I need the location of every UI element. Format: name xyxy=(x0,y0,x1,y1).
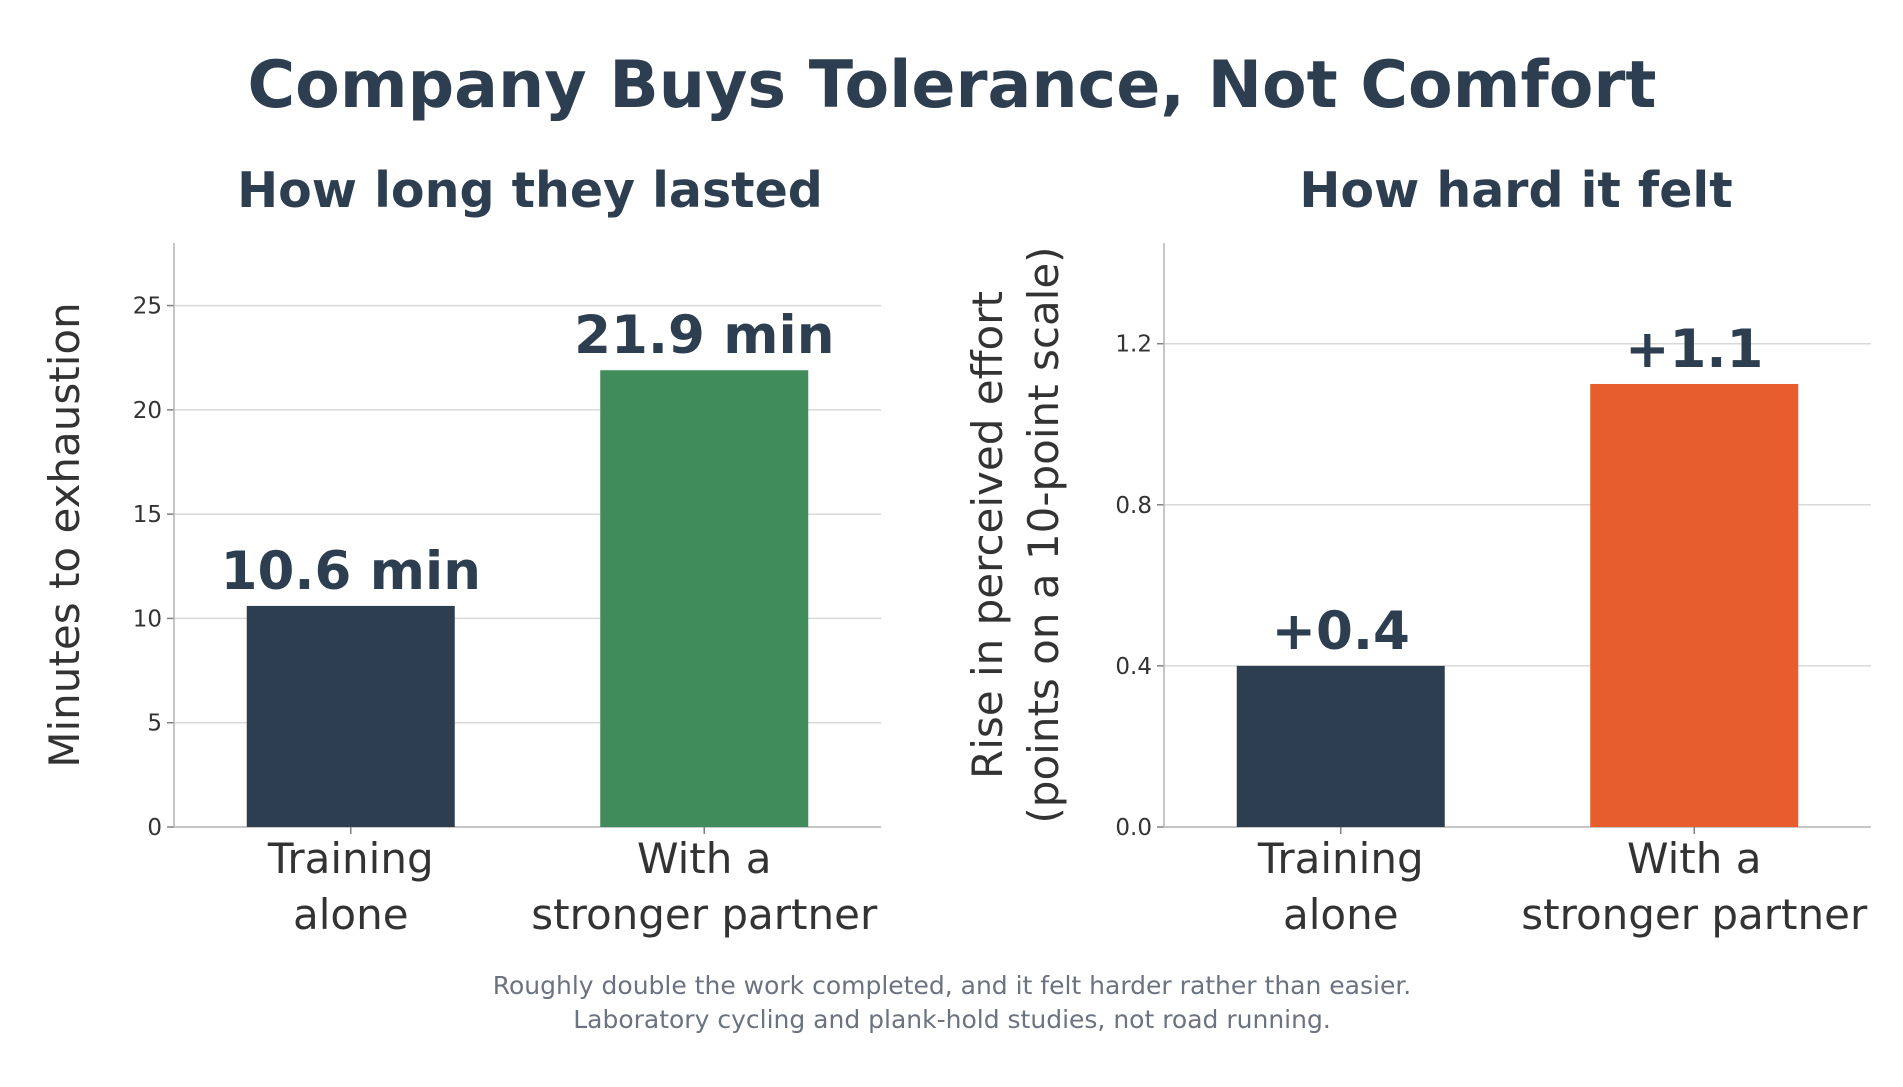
panel-effort: How hard it felt 0.0 0.4 0.8 1.2 +0.4 Training… xyxy=(963,162,1871,939)
y-tick-label: 20 xyxy=(133,398,162,424)
panels: How long they lasted 0 5 10 15 20 25 10.6 min Tr… xyxy=(40,162,1871,939)
footnote-line-1: Roughly double the work completed, and i… xyxy=(493,971,1412,1000)
x-tick-label: With a xyxy=(637,834,771,883)
data-label: 10.6 min xyxy=(221,541,481,602)
footnote-line-2: Laboratory cycling and plank-hold studie… xyxy=(573,1005,1331,1034)
bar-training-alone xyxy=(246,605,455,827)
y-tick-label: 0.0 xyxy=(1115,815,1152,841)
y-tick-label: 5 xyxy=(147,711,162,737)
data-label: +1.1 xyxy=(1625,319,1763,380)
panel-title-duration: How long they lasted xyxy=(237,162,823,219)
y-tick-label: 25 xyxy=(133,294,162,320)
y-tick-label: 10 xyxy=(133,606,162,632)
data-label: +0.4 xyxy=(1272,601,1410,662)
x-tick-label: stronger partner xyxy=(531,890,878,939)
bar-stronger-partner xyxy=(1590,383,1799,827)
x-tick-label: Training xyxy=(267,834,434,883)
x-tick-label: With a xyxy=(1627,834,1761,883)
x-tick-label: Training xyxy=(1257,834,1424,883)
bar-stronger-partner xyxy=(600,370,809,827)
panel-duration: How long they lasted 0 5 10 15 20 25 10.6 min Tr… xyxy=(40,162,881,939)
panel-title-effort: How hard it felt xyxy=(1299,162,1732,219)
y-axis-label: (points on a 10-point scale) xyxy=(1019,246,1068,823)
x-tick-label: alone xyxy=(293,890,409,939)
bar-training-alone xyxy=(1236,665,1445,827)
main-title: Company Buys Tolerance, Not Comfort xyxy=(247,48,1656,123)
y-tick-label: 0.8 xyxy=(1115,493,1152,519)
y-tick-label: 15 xyxy=(133,502,162,528)
y-axis-label: Rise in perceived effort xyxy=(963,291,1012,779)
data-label: 21.9 min xyxy=(574,305,834,366)
y-tick-label: 1.2 xyxy=(1115,332,1152,358)
y-tick-label: 0.4 xyxy=(1115,654,1152,680)
y-axis-label: Minutes to exhaustion xyxy=(40,302,89,767)
x-tick-label: stronger partner xyxy=(1521,890,1868,939)
x-tick-label: alone xyxy=(1283,890,1399,939)
y-tick-label: 0 xyxy=(147,815,162,841)
